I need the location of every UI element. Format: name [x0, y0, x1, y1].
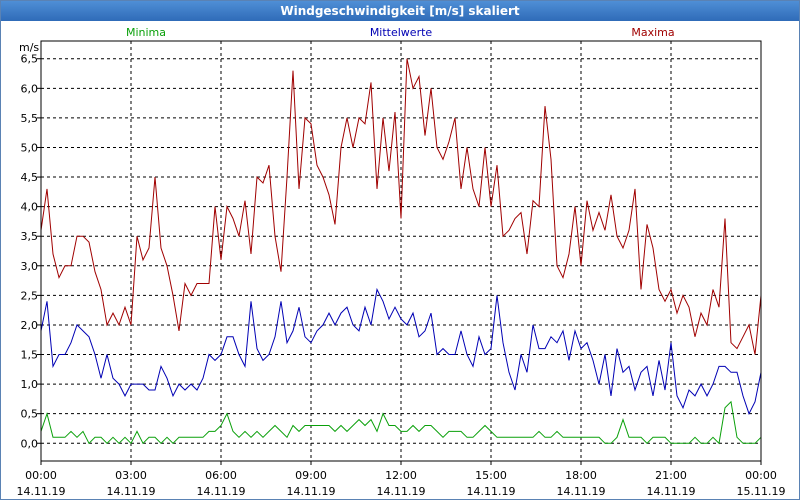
x-tick-time: 03:00 — [115, 469, 147, 482]
y-tick-label: 3,0 — [21, 260, 39, 273]
y-tick-label: 6,0 — [21, 82, 39, 95]
legend-entry-minima: Minima — [126, 26, 166, 39]
chart-title: Windgeschwindigkeit [m/s] skaliert — [1, 1, 799, 21]
y-tick-label: 6,5 — [21, 53, 39, 66]
plot-area-border — [40, 40, 762, 462]
y-tick-label: 4,0 — [21, 201, 39, 214]
x-tick-date: 14.11.19 — [647, 485, 696, 498]
x-tick-time: 21:00 — [655, 469, 687, 482]
y-tick-label: 4,5 — [21, 171, 39, 184]
legend-entry-maxima: Maxima — [631, 26, 674, 39]
x-tick-date: 14.11.19 — [287, 485, 336, 498]
axes: 6,5 6,0 5,5 5,0 4,5 4,0 3,5 3,0 2,5 2,0 1,5 1,0 0,5 0… — [17, 40, 786, 498]
series-lines — [40, 58, 762, 445]
x-tick-date: 14.11.19 — [467, 485, 516, 498]
x-tick-time: 18:00 — [565, 469, 597, 482]
y-tick-label: 5,0 — [21, 141, 39, 154]
x-tick-time: 12:00 — [385, 469, 417, 482]
y-tick-label: 1,0 — [21, 378, 39, 391]
x-tick-date: 14.11.19 — [17, 485, 66, 498]
y-tick-label: 5,5 — [21, 112, 39, 125]
x-tick-time: 06:00 — [205, 469, 237, 482]
series-line-maxima — [40, 58, 762, 355]
y-tick-label: 1,5 — [21, 349, 39, 362]
x-tick-date: 14.11.19 — [107, 485, 156, 498]
y-tick-label: 0,0 — [21, 437, 39, 450]
x-tick-date: 14.11.19 — [557, 485, 606, 498]
legend-entry-mittelwerte: Mittelwerte — [370, 26, 433, 39]
series-line-mittelwerte — [40, 287, 762, 415]
y-axis-label: m/s — [19, 41, 39, 54]
x-tick-time: 00:00 — [745, 469, 777, 482]
y-tick-label: 3,5 — [21, 230, 39, 243]
y-tick-label: 0,5 — [21, 408, 39, 421]
x-tick-date: 14.11.19 — [197, 485, 246, 498]
series-line-minima — [40, 400, 762, 445]
x-tick-time: 15:00 — [475, 469, 507, 482]
x-tick-time: 00:00 — [25, 469, 57, 482]
legend: Minima Mittelwerte Maxima — [126, 26, 675, 39]
x-tick-time: 09:00 — [295, 469, 327, 482]
y-tick-label: 2,5 — [21, 289, 39, 302]
y-tick-label: 2,0 — [21, 319, 39, 332]
x-tick-date: 15.11.19 — [737, 485, 786, 498]
x-tick-date: 14.11.19 — [377, 485, 426, 498]
